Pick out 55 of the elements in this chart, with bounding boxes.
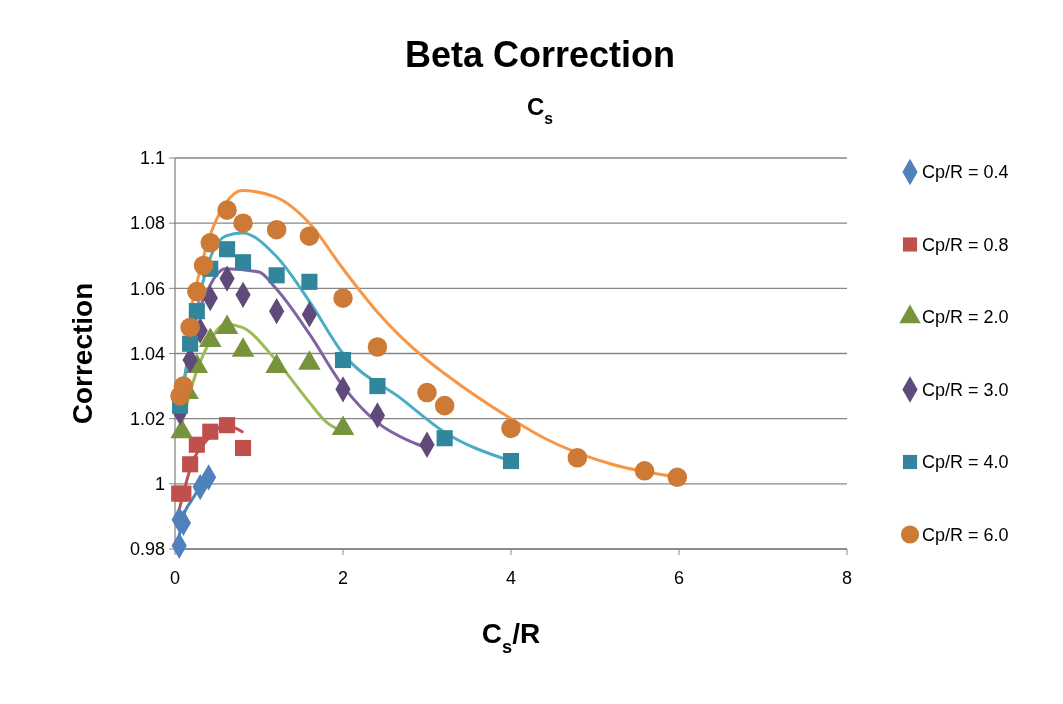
x-tick-label: 8 [841,568,853,588]
legend-label: Cp/R = 0.4 [922,162,1009,183]
x-tick-label: 6 [673,568,685,588]
chart-subtitle: C$_{s}$ [526,93,554,127]
point [180,317,200,338]
point [182,456,199,473]
point [634,461,655,481]
point [187,281,207,302]
point [502,452,520,470]
point [188,436,205,453]
y-tick-label: 1.06 [129,278,165,299]
point [434,395,455,416]
point [266,219,287,240]
point [268,267,285,284]
x-tick-label: 4 [505,568,517,588]
point [193,255,214,276]
point [219,241,236,258]
chart-title: Beta Correction [404,34,676,75]
y-tick-label: 1.1 [139,148,165,169]
point [202,423,219,440]
point [234,254,252,271]
point [333,288,353,308]
point [173,376,194,396]
y-tick-label: 1 [154,474,165,495]
point [367,337,388,357]
point [436,430,453,447]
legend-label: Cp/R = 6.0 [922,524,1009,545]
y-tick-label: 0.98 [129,539,165,560]
legend-label: Cp/R = 0.8 [922,234,1009,255]
legend-label: Cp/R = 2.0 [922,307,1009,328]
point [299,226,320,246]
point [567,448,588,468]
point [417,382,437,403]
point [219,417,236,434]
y-axis-title: Correction [67,282,98,425]
point [217,200,237,220]
point [667,467,688,488]
point [369,378,386,395]
legend-label: Cp/R = 4.0 [922,452,1009,473]
x-tick-label: 0 [169,568,181,588]
point [188,303,205,320]
y-tick-label: 1.04 [129,343,165,364]
y-tick-label: 1.08 [129,213,165,234]
point [334,351,352,369]
point [182,335,199,352]
point [301,273,318,290]
x-tick-label: 2 [337,568,349,588]
y-tick-label: 1.02 [129,408,165,429]
point [200,232,221,253]
x-axis-title: C$_{s}$/R [481,618,541,657]
legend-label: Cp/R = 3.0 [922,379,1009,400]
point [234,439,252,457]
point [233,213,253,233]
point [501,418,521,439]
point [175,485,192,502]
